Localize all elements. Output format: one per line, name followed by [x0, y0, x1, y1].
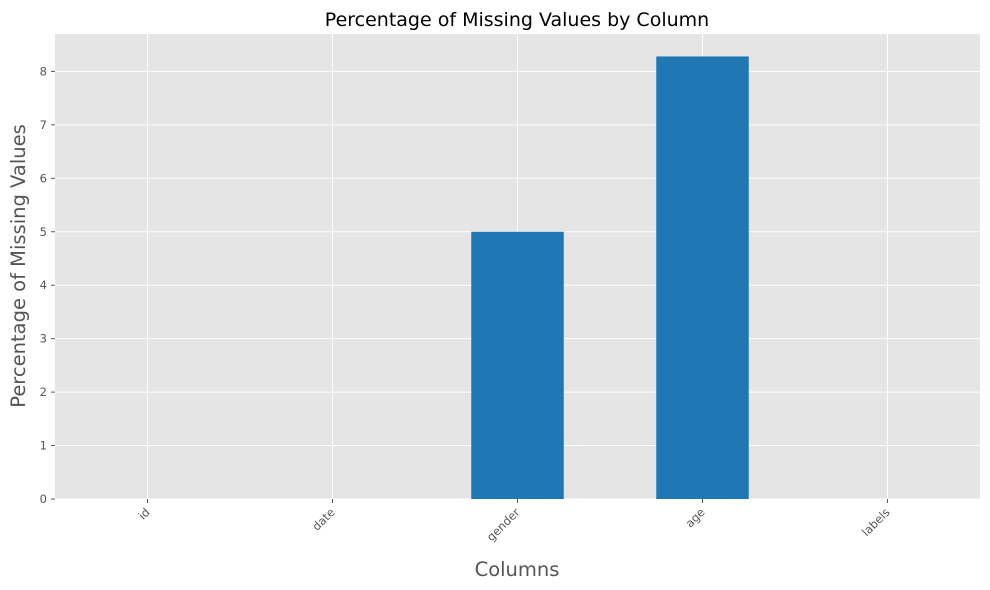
x-tick-label: labels	[859, 505, 893, 539]
bar-gender	[471, 231, 564, 500]
x-axis-ticks: id date gender age labels	[135, 499, 893, 544]
y-tick-label: 7	[40, 118, 47, 132]
bars	[471, 56, 749, 500]
chart-title: Percentage of Missing Values by Column	[325, 9, 709, 31]
y-tick-label: 2	[40, 385, 47, 399]
x-tick-label: age	[683, 505, 708, 530]
y-tick-label: 4	[40, 278, 47, 292]
x-tick-label: date	[309, 505, 337, 533]
y-tick-label: 6	[40, 171, 47, 185]
bar-age	[656, 56, 749, 500]
x-axis-label: Columns	[475, 558, 560, 581]
y-axis-ticks: 0 1 2 3 4 5 6 7 8	[40, 64, 55, 506]
y-tick-label: 0	[40, 492, 47, 506]
y-tick-label: 8	[40, 64, 47, 78]
y-axis-label: Percentage of Missing Values	[7, 124, 30, 408]
y-tick-label: 3	[40, 332, 47, 346]
x-tick-label: gender	[484, 505, 523, 544]
y-tick-label: 1	[40, 439, 47, 453]
x-tick-label: id	[135, 505, 152, 522]
y-tick-label: 5	[40, 225, 47, 239]
